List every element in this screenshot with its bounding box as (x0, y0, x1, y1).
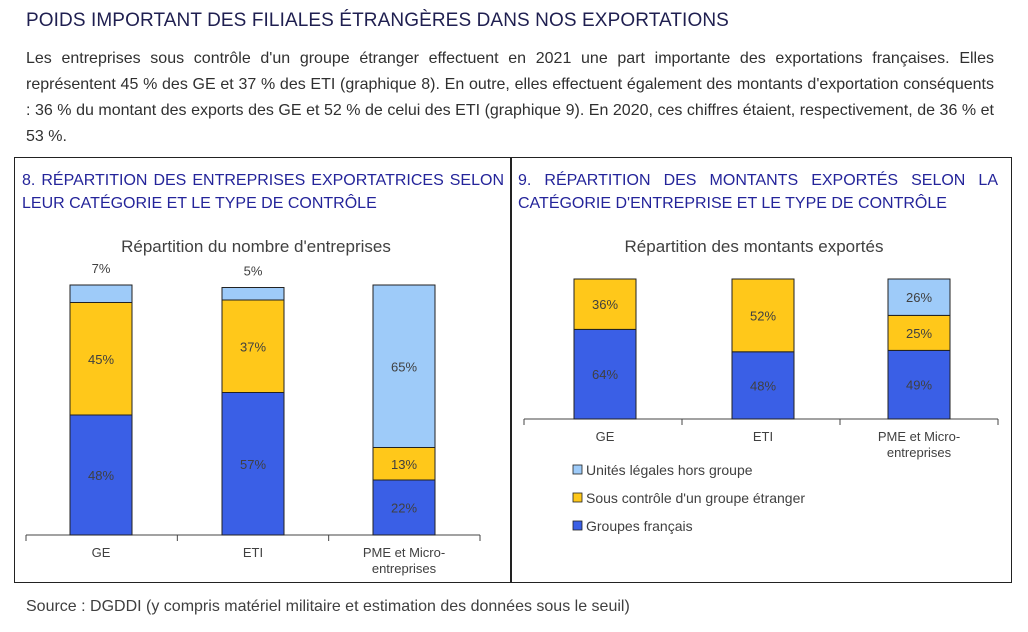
chart-9-data-label: 26% (906, 290, 932, 305)
chart-9-legend-label: Unités légales hors groupe (586, 462, 753, 478)
chart-8-bar-hors-groupe (69, 284, 133, 303)
chart-8-category-label: ETI (243, 545, 263, 560)
chart-9-legend-swatch (572, 492, 583, 503)
chart-9-bar-controle-etranger (731, 278, 795, 353)
chart-8-bar-groupes-francais (372, 479, 436, 536)
chart-9-bar-groupes-francais (887, 349, 951, 420)
chart-9-data-label: 49% (906, 378, 932, 393)
chart-9-bar-controle-etranger (573, 278, 637, 330)
chart-9-legend-label: Sous contrôle d'un groupe étranger (586, 490, 805, 506)
chart-8-data-label: 22% (391, 501, 417, 516)
chart-9-bar-groupes-francais (573, 328, 637, 420)
chart-8-bar-hors-groupe (221, 287, 285, 301)
chart-9-title: Répartition des montants exportés (625, 237, 884, 256)
chart-9-data-label: 52% (750, 308, 776, 323)
chart-9-panel-title: 9. RÉPARTITION DES MONTANTS EXPORTÉS SEL… (518, 172, 998, 212)
chart-9-legend-label: Groupes français (586, 518, 693, 534)
chart-8-bar-controle-etranger (221, 299, 285, 393)
chart-9-category-label: PME et Micro-entreprises (878, 429, 960, 460)
chart-8-bar-hors-groupe (372, 284, 436, 448)
chart-9-bar-groupes-francais (731, 351, 795, 420)
chart-8-bar-groupes-francais (69, 414, 133, 536)
chart-8-data-label: 45% (88, 352, 114, 367)
chart-9-legend-swatch (572, 464, 583, 475)
chart-8-panel-title: 8. RÉPARTITION DES ENTREPRISES EXPORTATR… (22, 172, 504, 212)
panel-divider (510, 157, 512, 583)
chart-9-category-label: GE (596, 429, 615, 444)
chart-9-data-label: 25% (906, 326, 932, 341)
chart-8-category-label: GE (92, 545, 111, 560)
chart-8-data-label: 37% (240, 339, 266, 354)
chart-9-legend-swatch (572, 520, 583, 531)
chart-8-data-label: 13% (391, 457, 417, 472)
source-note: Source : DGDDI (y compris matériel milit… (26, 598, 630, 615)
chart-8-data-label: 65% (391, 359, 417, 374)
intro-paragraph: Les entreprises sous contrôle d'un group… (26, 50, 994, 145)
chart-9-data-label: 48% (750, 378, 776, 393)
chart-9-data-label: 64% (592, 367, 618, 382)
chart-8-bar-groupes-francais (221, 392, 285, 536)
chart-8-title: Répartition du nombre d'entreprises (121, 237, 391, 256)
page-heading: POIDS IMPORTANT DES FILIALES ÉTRANGÈRES … (26, 10, 729, 31)
chart-9-category-label: ETI (753, 429, 773, 444)
chart-8-category-label: PME et Micro-entreprises (363, 545, 445, 576)
chart-8-data-label: 48% (88, 468, 114, 483)
charts-frame (14, 157, 1012, 583)
chart-8-bar-controle-etranger (372, 447, 436, 481)
chart-9-bar-hors-groupe (887, 278, 951, 316)
chart-9-data-label: 36% (592, 297, 618, 312)
chart-9-bar-controle-etranger (887, 314, 951, 351)
chart-8-data-label: 57% (240, 457, 266, 472)
chart-8-bar-controle-etranger (69, 302, 133, 416)
chart-8-data-label: 7% (92, 261, 111, 276)
chart-8-data-label: 5% (244, 264, 263, 279)
